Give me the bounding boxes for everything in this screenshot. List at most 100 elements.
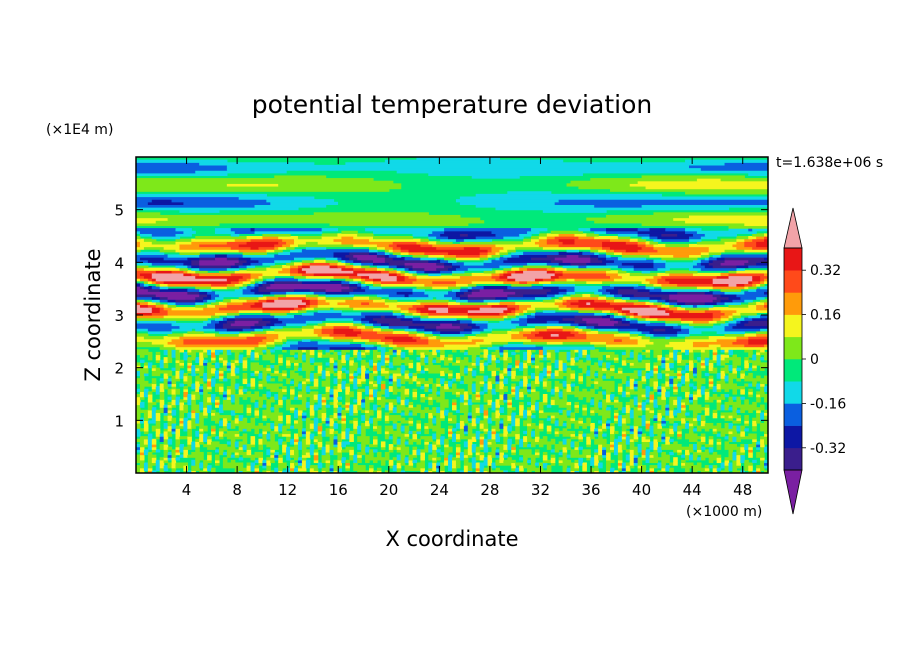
contour-cell: [187, 412, 192, 416]
contour-cell: [203, 401, 212, 406]
contour-cell: [744, 333, 757, 337]
contour-cell: [554, 444, 572, 448]
contour-cell: [649, 391, 655, 395]
contour-cell: [187, 428, 192, 432]
contour-cell: [321, 394, 331, 398]
contour-cell: [649, 280, 658, 284]
contour-cell: [590, 425, 595, 429]
contour-cell: [452, 467, 457, 471]
contour-cell: [582, 351, 587, 356]
contour-cell: [317, 367, 323, 371]
contour-cell: [554, 372, 560, 377]
contour-cell: [692, 370, 698, 374]
contour-cell: [333, 407, 339, 411]
contour-cell: [606, 296, 615, 300]
contour-cell: [685, 336, 710, 340]
contour-cell: [207, 299, 216, 303]
contour-cell: [523, 293, 548, 298]
contour-cell: [515, 391, 520, 395]
contour-cell: [625, 299, 639, 303]
contour-cell: [199, 470, 208, 473]
contour-cell: [602, 446, 607, 450]
contour-cell: [728, 322, 737, 327]
contour-cell: [139, 404, 145, 408]
contour-cell: [333, 470, 339, 473]
contour-cell: [294, 457, 299, 461]
contour-cell: [744, 375, 753, 379]
contour-cell: [361, 359, 366, 363]
contour-cell: [341, 412, 346, 416]
contour-cell: [582, 293, 591, 298]
contour-cell: [681, 304, 694, 308]
contour-cell: [491, 401, 497, 406]
contour-cell: [234, 383, 240, 387]
contour-cell: [716, 438, 722, 442]
contour-cell: [357, 333, 410, 337]
contour-cell: [665, 357, 670, 361]
contour-cell: [475, 396, 481, 400]
contour-cell: [594, 438, 607, 442]
contour-cell: [211, 417, 220, 421]
contour-cell: [720, 362, 726, 366]
contour-cell: [400, 351, 406, 356]
contour-cell: [444, 409, 449, 414]
contour-cell: [657, 465, 662, 469]
contour-cell: [744, 283, 753, 287]
contour-cell: [250, 467, 256, 471]
contour-cell: [637, 388, 647, 392]
contour-cell: [270, 365, 275, 369]
contour-cell: [665, 380, 670, 385]
contour-cell: [538, 438, 548, 442]
contour-cell: [290, 270, 299, 274]
contour-cell: [203, 299, 208, 303]
contour-cell: [246, 299, 260, 303]
contour-cell: [708, 465, 714, 469]
contour-cell: [384, 359, 390, 363]
contour-cell: [408, 454, 418, 458]
contour-cell: [361, 372, 366, 377]
contour-cell: [760, 357, 765, 361]
contour-cell: [301, 454, 311, 458]
contour-cell: [452, 433, 457, 437]
contour-cell: [475, 462, 481, 466]
contour-cell: [266, 407, 271, 411]
contour-cell: [171, 396, 177, 400]
contour-cell: [420, 380, 433, 385]
contour-cell: [523, 422, 528, 427]
contour-cell: [155, 417, 161, 421]
contour-cell: [570, 433, 576, 437]
contour-cell: [732, 404, 757, 408]
contour-cell: [700, 357, 706, 361]
contour-cell: [215, 317, 224, 321]
contour-cell: [752, 459, 757, 464]
contour-cell: [353, 457, 358, 461]
contour-cell: [329, 370, 335, 374]
contour-cell: [598, 401, 603, 406]
contour-cell: [345, 357, 350, 361]
contour-cell: [218, 436, 224, 440]
contour-cell: [610, 317, 615, 321]
contour-cell: [155, 354, 161, 358]
contour-cell: [175, 367, 181, 371]
contour-cell: [317, 394, 323, 398]
contour-cell: [732, 430, 737, 435]
contour-cell: [203, 394, 212, 398]
contour-cell: [337, 396, 342, 400]
contour-cell: [625, 407, 631, 411]
contour-cell: [392, 438, 398, 442]
contour-cell: [756, 296, 765, 300]
contour-cell: [384, 391, 390, 395]
contour-cell: [613, 375, 627, 379]
contour-cell: [661, 362, 666, 366]
contour-cell: [151, 417, 157, 421]
contour-cell: [594, 428, 599, 432]
contour-cell: [416, 362, 421, 366]
contour-cell: [471, 280, 504, 284]
contour-cell: [491, 372, 497, 377]
contour-cell: [602, 454, 607, 458]
contour-cell: [499, 454, 504, 458]
contour-cell: [262, 317, 279, 321]
contour-cell: [266, 470, 271, 473]
contour-cell: [645, 362, 651, 366]
contour-cell: [357, 354, 362, 358]
